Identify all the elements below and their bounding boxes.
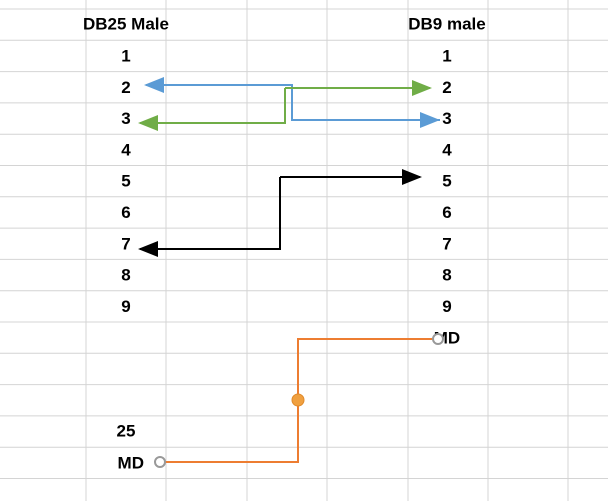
right-pin: 1 bbox=[442, 46, 451, 65]
pin-labels: 1 2 3 4 5 6 7 8 9 1 2 3 4 5 6 7 8 9 bbox=[121, 46, 452, 315]
left-pin: 2 bbox=[121, 78, 130, 97]
right-header: DB9 male bbox=[408, 14, 485, 33]
left-pin: 8 bbox=[121, 266, 130, 285]
left-pin: 9 bbox=[121, 297, 130, 316]
left-pin: 1 bbox=[121, 46, 130, 65]
left-header: DB25 Male bbox=[83, 14, 169, 33]
left-pin: 4 bbox=[121, 140, 131, 159]
connectors bbox=[138, 77, 440, 463]
right-pin: 3 bbox=[442, 109, 451, 128]
left-pin: 3 bbox=[121, 109, 130, 128]
right-pin: 7 bbox=[442, 234, 451, 253]
right-pin: 6 bbox=[442, 203, 451, 222]
midpoint-handle bbox=[291, 393, 305, 407]
left-pin: 6 bbox=[121, 203, 130, 222]
right-pin: 9 bbox=[442, 297, 451, 316]
right-pin: 5 bbox=[442, 172, 451, 191]
left-pin-25: 25 bbox=[117, 421, 136, 440]
right-pin: 4 bbox=[442, 140, 452, 159]
left-pin: 7 bbox=[121, 234, 130, 253]
left-pin: 5 bbox=[121, 172, 130, 191]
handle bbox=[154, 456, 166, 468]
handle bbox=[432, 333, 444, 345]
left-md: MD bbox=[118, 453, 144, 472]
black-connector bbox=[138, 177, 281, 257]
right-pin: 8 bbox=[442, 266, 451, 285]
right-pin: 2 bbox=[442, 78, 451, 97]
green-connector bbox=[138, 88, 286, 131]
